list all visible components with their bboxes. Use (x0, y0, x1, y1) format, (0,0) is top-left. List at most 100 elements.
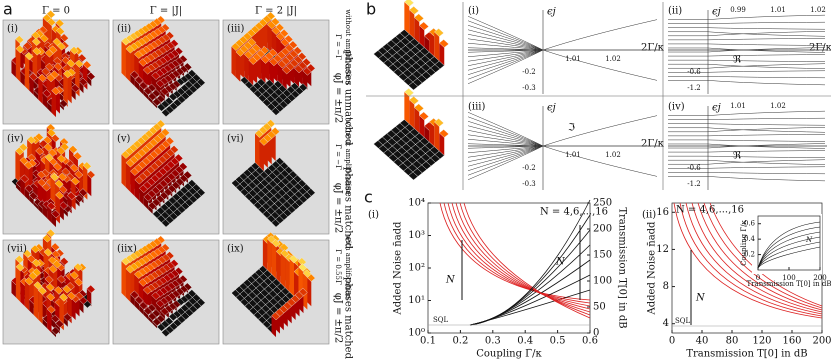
label: 1.01 (565, 55, 581, 63)
surface-cell (56, 42, 66, 51)
curve (467, 134, 544, 147)
surface-side (139, 305, 144, 316)
x-tick-label: 100 (782, 274, 795, 282)
surface-side (129, 46, 135, 79)
surface-side (134, 179, 140, 201)
surface-side (259, 141, 264, 172)
surface-side (439, 133, 445, 156)
surface-cell (46, 10, 56, 19)
label: (i) (7, 24, 18, 35)
surface-side (152, 321, 158, 329)
surface-side (409, 99, 415, 129)
surface-side (434, 122, 440, 151)
x-tick-label: 0.6 (582, 336, 598, 347)
surface-side (121, 260, 126, 298)
label: Added Noise n̄add (393, 221, 404, 316)
curve (467, 143, 544, 147)
surface-cell (56, 154, 66, 163)
surface-cell (66, 59, 76, 68)
surface-side (29, 76, 34, 96)
label: (iv) (7, 134, 24, 145)
surface-cell (46, 305, 56, 314)
curve (451, 202, 591, 310)
surface-cell (59, 33, 69, 42)
surface-side (125, 48, 131, 82)
surface-cell (156, 323, 166, 332)
surface-side (47, 205, 52, 223)
label: SQL (675, 317, 691, 325)
surface-cell (267, 20, 276, 30)
label: Γ = 2 |J| (255, 6, 297, 17)
surface-side (143, 310, 149, 320)
panel-label: c (364, 188, 373, 207)
x-tick-label: 120 (752, 336, 771, 347)
surface-side (38, 290, 43, 324)
curve (455, 202, 591, 313)
surface-cell (43, 135, 53, 145)
surface-cell (42, 234, 52, 243)
surface-side (262, 18, 268, 50)
surface-side (75, 198, 80, 207)
surface-side (258, 22, 264, 54)
surface-cell (51, 86, 61, 96)
surface-cell (277, 60, 287, 69)
surface-cell (168, 92, 178, 102)
label: Transmission T[0] in dB (617, 207, 628, 328)
label: 1.01 (730, 102, 746, 110)
y2-tick-label: 250 (593, 198, 612, 209)
surface-side (134, 299, 140, 311)
curve (463, 202, 591, 319)
curve (757, 231, 821, 269)
surface-side (244, 54, 249, 83)
surface-side (24, 280, 30, 311)
surface-side (269, 61, 274, 86)
surface-cell (56, 275, 66, 284)
surface-cell (160, 87, 170, 96)
row-label: phases unmatched (343, 51, 354, 146)
surface-cell (147, 201, 157, 211)
label: N (555, 257, 566, 268)
x-tick-label: 200 (813, 274, 826, 282)
surface-cell (142, 286, 152, 295)
label: (vi) (227, 134, 244, 145)
curve (467, 145, 544, 171)
y2-tick-label: 150 (593, 250, 612, 261)
surface-side (235, 52, 241, 82)
surface-cell (44, 49, 54, 58)
surface-cell (134, 176, 144, 185)
surface-cell (36, 170, 46, 180)
surface-cell (409, 6, 420, 15)
y-tick-label: 10³ (408, 230, 425, 241)
surface-side (148, 96, 153, 104)
surface-cell (409, 96, 420, 105)
row-label: phases matched (343, 277, 354, 360)
surface-cell (46, 201, 56, 211)
label: -1.2 (687, 84, 701, 92)
surface-side (429, 121, 435, 147)
surface-cell (86, 72, 96, 81)
surface-side (271, 315, 276, 338)
curve (668, 47, 826, 53)
label: (iii) (227, 24, 244, 35)
surface-cell (408, 171, 419, 181)
surface-cell (53, 162, 63, 171)
curve (467, 145, 544, 167)
surface-cell (66, 291, 76, 301)
label: (vii) (7, 244, 27, 255)
curve (668, 172, 826, 175)
label: Coupling Γ̄/κ (476, 349, 542, 360)
curve (467, 25, 544, 51)
surface-cell (41, 183, 51, 192)
label: Γ = 0 (42, 6, 70, 17)
surface-cell (82, 161, 92, 171)
surface-side (29, 299, 34, 316)
surface-cell (24, 51, 34, 61)
surface-cell (78, 188, 88, 197)
surface-cell (438, 129, 449, 138)
surface-cell (151, 291, 161, 301)
surface-cell (419, 21, 430, 31)
surface-cell (32, 47, 42, 56)
surface-cell (46, 292, 56, 302)
surface-cell (15, 146, 25, 156)
curve (668, 159, 826, 165)
